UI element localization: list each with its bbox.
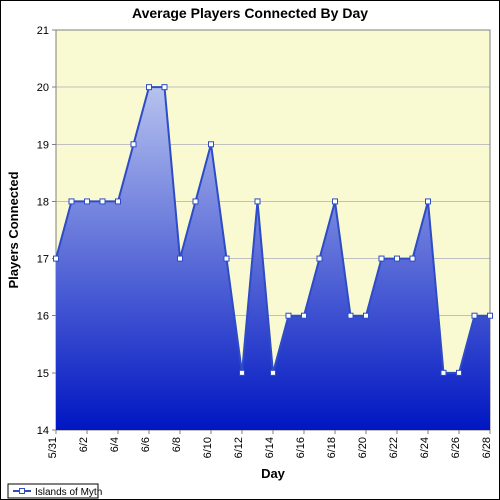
svg-text:6/14: 6/14: [264, 437, 276, 458]
svg-text:20: 20: [37, 82, 49, 94]
svg-text:16: 16: [37, 311, 49, 323]
svg-text:6/18: 6/18: [326, 437, 338, 458]
svg-text:6/28: 6/28: [481, 437, 493, 458]
svg-text:19: 19: [37, 139, 49, 151]
svg-text:6/10: 6/10: [202, 437, 214, 458]
svg-text:6/20: 6/20: [357, 437, 369, 458]
svg-text:6/4: 6/4: [109, 437, 121, 452]
svg-text:6/6: 6/6: [140, 437, 152, 452]
svg-text:6/12: 6/12: [233, 437, 245, 458]
svg-text:6/24: 6/24: [419, 437, 431, 458]
x-axis-label: Day: [261, 466, 286, 481]
chart-svg: 14 15 16 17 18 19 20 21 5/31 6/2 6/4 6/6 6/8 6/10 6/12…: [0, 0, 500, 500]
svg-text:6/2: 6/2: [78, 437, 90, 452]
players-connected-chart: 14 15 16 17 18 19 20 21 5/31 6/2 6/4 6/6 6/8 6/10 6/12…: [0, 0, 500, 500]
svg-text:6/8: 6/8: [171, 437, 183, 452]
svg-text:15: 15: [37, 368, 49, 380]
svg-text:6/26: 6/26: [450, 437, 462, 458]
chart-title: Average Players Connected By Day: [132, 5, 368, 21]
svg-text:17: 17: [37, 254, 49, 266]
svg-text:21: 21: [37, 25, 49, 37]
svg-text:5/31: 5/31: [47, 437, 59, 458]
svg-text:6/22: 6/22: [388, 437, 400, 458]
y-axis-label: Players Connected: [6, 171, 21, 288]
svg-text:6/16: 6/16: [295, 437, 307, 458]
svg-text:14: 14: [37, 425, 49, 437]
svg-text:18: 18: [37, 196, 49, 208]
legend-label: Islands of Myth: [35, 487, 102, 498]
